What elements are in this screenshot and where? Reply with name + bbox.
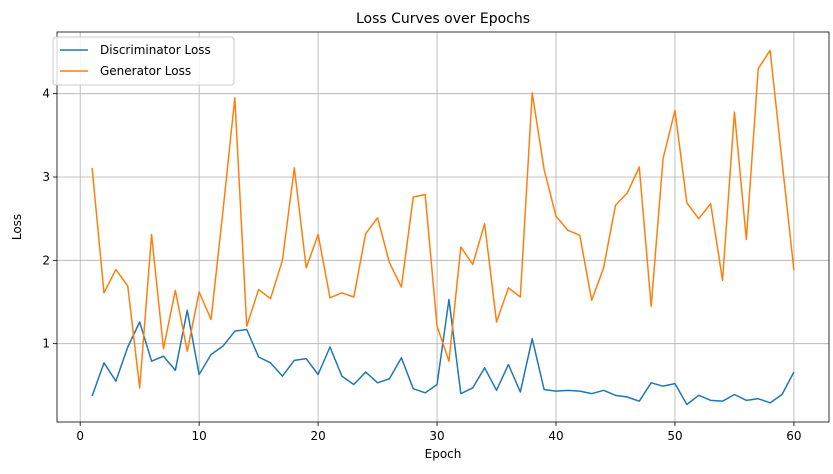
series-line-generator [91, 49, 795, 389]
y-axis-label: Loss [10, 214, 24, 240]
x-tick-label: 40 [548, 429, 563, 443]
x-axis-label: Epoch [425, 447, 462, 461]
plot-frame [56, 31, 830, 423]
series-layer [91, 49, 795, 406]
y-tick-label: 2 [42, 253, 50, 267]
grid-lines [57, 32, 829, 422]
y-tick-label: 4 [42, 87, 50, 101]
x-tick-label: 30 [429, 429, 444, 443]
series-line-discriminator [91, 298, 795, 406]
legend-label-discriminator: Discriminator Loss [100, 43, 211, 57]
legend-label-generator: Generator Loss [100, 64, 191, 78]
y-tick-label: 1 [42, 337, 50, 351]
chart-title: Loss Curves over Epochs [356, 11, 530, 27]
x-tick-label: 60 [786, 429, 801, 443]
y-tick-label: 3 [42, 170, 50, 184]
x-tick-label: 0 [76, 429, 84, 443]
x-tick-label: 20 [310, 429, 325, 443]
y-axis: 1 2 3 4 [42, 87, 57, 351]
x-tick-label: 50 [667, 429, 682, 443]
x-tick-label: 10 [192, 429, 207, 443]
x-axis: 0 10 20 30 40 50 60 [76, 422, 802, 443]
legend-box [52, 36, 235, 86]
legend: Discriminator Loss Generator Loss [52, 36, 235, 86]
